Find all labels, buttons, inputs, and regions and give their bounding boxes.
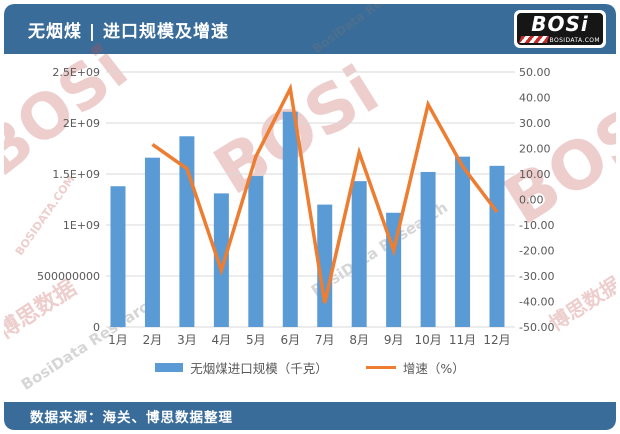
bosi-logo: BOSi BOSIDATA.COM [514,10,606,48]
x-axis-label: 1月 [108,333,128,347]
bar-7月 [317,204,333,327]
bar-12月 [489,165,505,327]
bar-10月 [420,171,436,327]
bar-11月 [455,156,471,327]
bar-6月 [282,111,298,327]
bar-2月 [144,157,160,327]
x-axis-label: 6月 [280,333,300,347]
left-axis-tick: 1E+09 [63,219,100,232]
legend-line-label: 增速（%） [402,361,465,376]
right-axis-tick: 40.00 [519,92,551,105]
x-axis-label: 11月 [449,333,476,347]
bosi-logo-text: BOSi [531,13,589,36]
bar-4月 [213,193,229,327]
left-axis-tick: 0 [93,321,100,334]
report-card: BOSi BOSIDATA.COM 博思数据 BosiData Research BOS… [4,4,616,430]
line-series-swatch [365,365,396,370]
legend-bar-label: 无烟煤进口规模（千克） [190,361,328,376]
right-axis-tick: 50.00 [519,66,551,79]
left-axis-tick: 2.5E+09 [52,66,100,79]
x-axis-label: 4月 [212,333,232,347]
chart-legend: 无烟煤进口规模（千克） 增速（%） [4,358,616,377]
right-axis-tick: -30.00 [519,270,554,283]
right-axis-tick: 10.00 [519,168,551,181]
right-axis-tick: -50.00 [519,321,554,334]
x-axis-label: 10月 [414,333,441,347]
x-axis-label: 2月 [143,333,163,347]
combo-chart: 0 500000000 1E+09 1.5E+09 2E+09 2.5E+09 -50.00… [37,66,554,347]
bar-8月 [351,181,367,327]
bosi-logo-box: BOSi BOSIDATA.COM [517,13,603,45]
legend-item-bar: 无烟煤进口规模（千克） [155,358,328,377]
source-note: 数据来源：海关、博思数据整理 [30,410,233,426]
x-axis-label: 9月 [384,333,404,347]
bar-5月 [248,176,264,327]
logo-domain-text: BOSIDATA.COM [549,37,600,44]
bar-series-swatch [155,363,184,372]
logo-stripes-icon [518,36,550,43]
left-axis-tick: 1.5E+09 [52,168,100,181]
growth-line [151,82,499,304]
x-axis-label: 3月 [177,333,197,347]
right-axis-tick: -10.00 [519,219,554,232]
right-axis-tick: 30.00 [519,117,551,130]
right-axis-tick: -20.00 [519,245,554,258]
x-axis-label: 12月 [483,333,510,347]
x-axis-label: 5月 [246,333,266,347]
left-axis-tick: 500000000 [37,270,100,283]
right-axis-tick: 0.00 [519,194,544,207]
legend-item-line: 增速（%） [365,358,465,377]
right-axis-tick: 20.00 [519,143,551,156]
header: 无烟煤 | 进口规模及增速 BOSi BOSIDATA.COM [4,4,616,54]
footer: 数据来源：海关、博思数据整理 [4,402,616,430]
x-axis-label: 7月 [315,333,335,347]
bar-1月 [110,186,126,327]
chart-area: 0 500000000 1E+09 1.5E+09 2E+09 2.5E+09 -50.00… [4,54,616,402]
left-axis-tick: 2E+09 [63,117,100,130]
page-title: 无烟煤 | 进口规模及增速 [28,21,230,42]
right-axis-tick: -40.00 [519,296,554,309]
x-axis-label: 8月 [349,333,369,347]
